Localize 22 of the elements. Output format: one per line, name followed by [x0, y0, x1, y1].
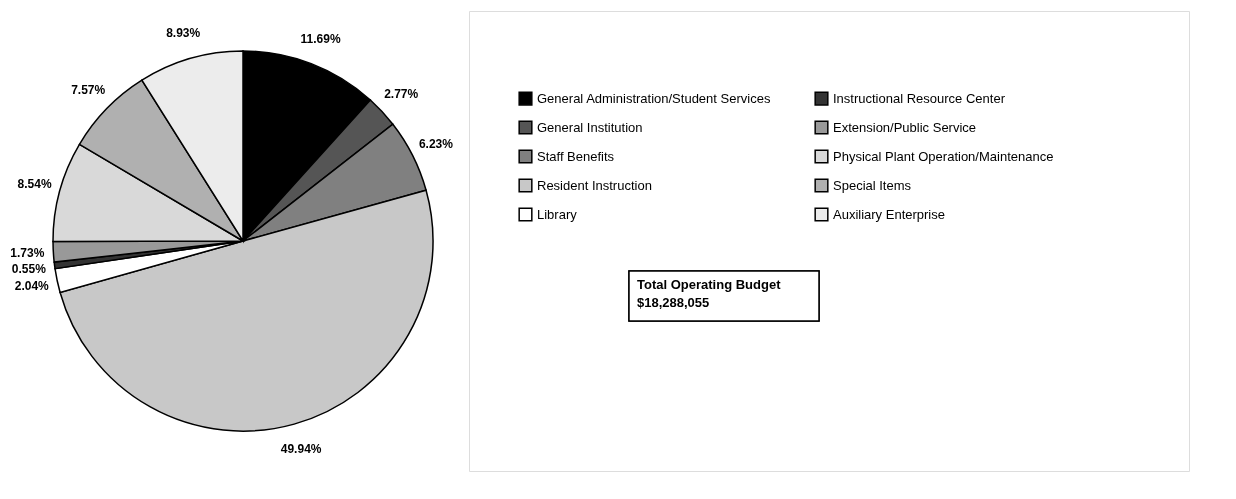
text: $18,288,055: [637, 295, 710, 310]
data-label: 49.94%: [280, 442, 322, 457]
data-label: 8.93%: [166, 26, 201, 41]
text: Total Operating Budget: [637, 277, 782, 292]
legend-label: Staff Benefits: [537, 148, 615, 164]
data-label: 2.77%: [384, 86, 419, 101]
data-label: 7.57%: [71, 83, 106, 98]
legend-label: Instructional Resource Center: [833, 90, 1006, 106]
legend-label: Extension/Public Service: [833, 119, 977, 135]
legend-label: Library: [537, 206, 578, 222]
legend-label: General Administration/Student Services: [537, 90, 771, 106]
data-label: 11.69%: [300, 32, 341, 47]
legend-label: Physical Plant Operation/Maintenance: [833, 148, 1054, 164]
legend-label: General Institution: [537, 119, 643, 135]
data-label: 1.73%: [10, 246, 45, 261]
data-label: 2.04%: [14, 279, 50, 294]
legend-label: Auxiliary Enterprise: [833, 206, 945, 222]
data-label: 0.55%: [11, 261, 47, 276]
data-label: 8.54%: [17, 177, 52, 192]
legend-label: Resident Instruction: [537, 177, 652, 193]
data-label: 6.23%: [418, 136, 454, 151]
legend-label: Special Items: [833, 177, 912, 193]
